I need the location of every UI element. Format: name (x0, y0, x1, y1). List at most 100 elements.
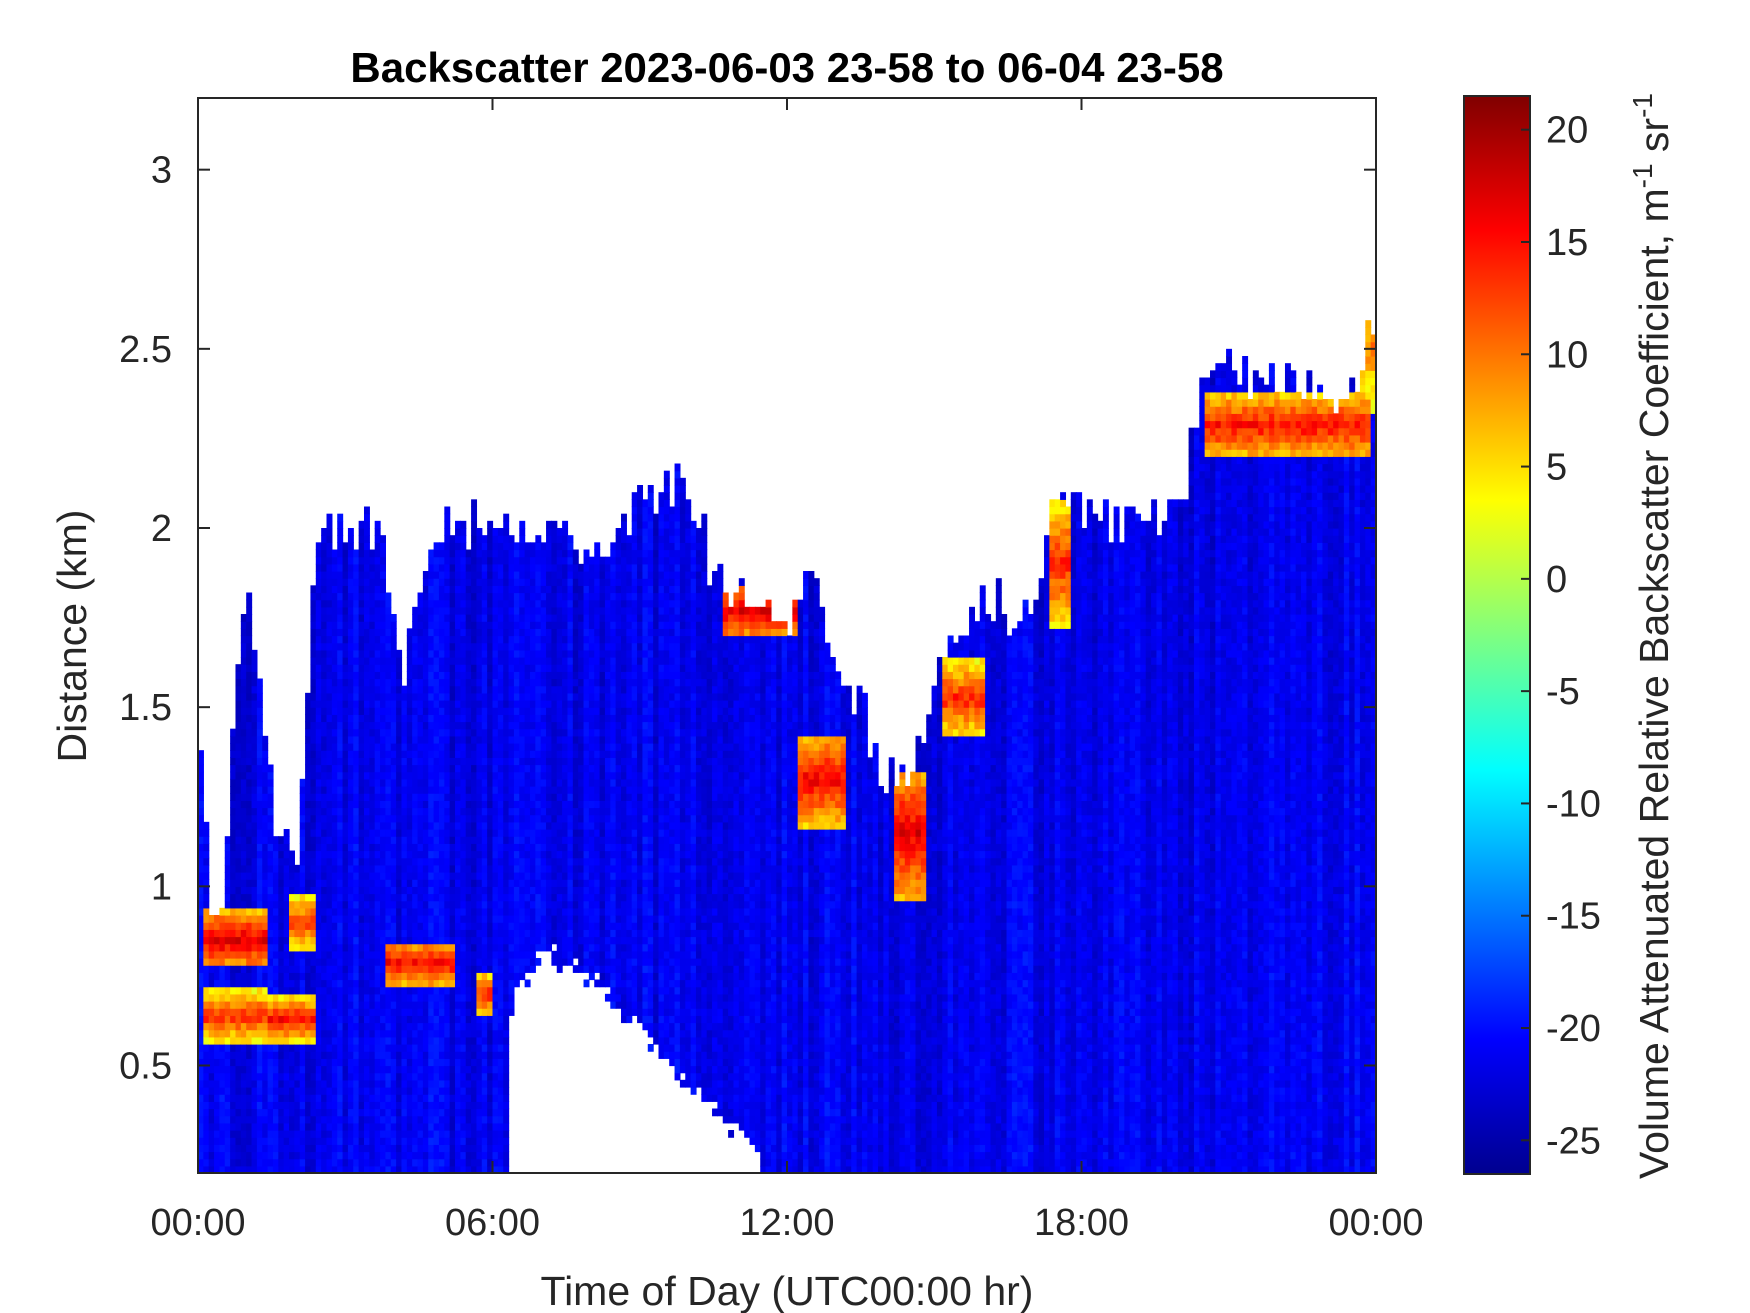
heatmap-cell (481, 993, 488, 1002)
heatmap-cell (358, 807, 365, 816)
heatmap-cell (342, 843, 349, 852)
heatmap-cell (358, 635, 365, 644)
heatmap-cell (449, 750, 456, 758)
heatmap-cell (363, 857, 370, 866)
heatmap-cell (358, 614, 365, 622)
heatmap-cell (406, 728, 413, 737)
heatmap-cell (198, 821, 204, 830)
heatmap-cell (246, 965, 253, 973)
heatmap-cell (203, 872, 210, 880)
heatmap-cell (299, 900, 306, 909)
heatmap-cell (535, 563, 542, 572)
heatmap-cell (198, 764, 204, 773)
heatmap-cell (369, 979, 376, 988)
heatmap-cell (374, 628, 381, 637)
heatmap-cell (251, 743, 258, 751)
heatmap-cell (353, 778, 360, 787)
heatmap-cell (353, 592, 360, 601)
heatmap-cell (529, 807, 536, 816)
heatmap-cell (380, 728, 386, 737)
heatmap-cell (246, 786, 253, 794)
heatmap-cell (492, 535, 499, 543)
heatmap-cell (481, 757, 488, 766)
heatmap-cell (358, 886, 365, 895)
heatmap-cell (519, 542, 526, 551)
heatmap-cell (524, 907, 531, 916)
heatmap-cell (492, 907, 499, 916)
heatmap-cell (363, 1087, 370, 1095)
heatmap-cell (272, 879, 279, 887)
heatmap-cell (283, 943, 290, 952)
heatmap-cell (374, 657, 381, 665)
heatmap-cell (337, 1115, 344, 1124)
heatmap-cell (396, 1137, 403, 1145)
heatmap-cell (422, 922, 429, 930)
heatmap-cell (492, 929, 499, 938)
heatmap-cell (267, 1094, 274, 1102)
heatmap-cell (337, 907, 344, 916)
heatmap-cell (524, 950, 531, 959)
heatmap-cell (428, 735, 435, 744)
heatmap-cell (321, 1072, 328, 1081)
heatmap-cell (508, 642, 515, 651)
heatmap-cell (310, 843, 317, 852)
heatmap-cell (283, 1036, 290, 1045)
heatmap-cell (310, 1015, 317, 1024)
heatmap-cell (380, 1094, 386, 1102)
heatmap-cell (342, 893, 349, 902)
heatmap-cell (487, 528, 494, 536)
heatmap-cell (283, 1165, 290, 1173)
heatmap-cell (471, 592, 478, 601)
heatmap-cell (305, 735, 312, 744)
heatmap-cell (272, 1151, 279, 1160)
heatmap-cell (251, 807, 258, 816)
heatmap-cell (471, 943, 478, 952)
heatmap-cell (326, 800, 333, 809)
heatmap-cell (380, 986, 386, 995)
heatmap-cell (508, 628, 515, 637)
heatmap-cell (481, 535, 488, 543)
heatmap-cell (230, 807, 237, 816)
heatmap-cell (262, 829, 269, 837)
heatmap-cell (546, 542, 552, 551)
heatmap-cell (455, 678, 461, 687)
heatmap-cell (417, 700, 424, 708)
heatmap-cell (278, 1165, 285, 1173)
heatmap-cell (240, 628, 247, 637)
heatmap-cell (422, 958, 429, 966)
heatmap-cell (321, 1087, 328, 1095)
heatmap-cell (262, 1122, 269, 1131)
heatmap-cell (315, 1036, 322, 1045)
heatmap-cell (503, 707, 510, 715)
heatmap-cell (556, 743, 563, 751)
heatmap-cell (315, 1058, 322, 1067)
heatmap-cell (524, 728, 531, 737)
heatmap-cell (326, 807, 333, 816)
heatmap-cell (390, 1144, 397, 1153)
heatmap-cell (246, 850, 253, 859)
heatmap-cell (513, 821, 520, 830)
heatmap-cell (422, 606, 429, 615)
heatmap-cell (374, 1101, 381, 1110)
heatmap-cell (438, 642, 445, 651)
heatmap-cell (353, 1015, 360, 1024)
heatmap-cell (444, 685, 451, 694)
heatmap-cell (240, 1165, 247, 1173)
heatmap-cell (497, 728, 504, 737)
heatmap-cell (203, 915, 210, 923)
heatmap-cell (465, 836, 472, 844)
heatmap-cell (428, 671, 435, 680)
heatmap-cell (433, 850, 440, 859)
heatmap-cell (481, 628, 488, 637)
heatmap-cell (465, 764, 472, 773)
heatmap-cell (235, 1058, 242, 1067)
heatmap-cell (240, 764, 247, 773)
heatmap-cell (412, 915, 419, 923)
heatmap-cell (422, 907, 429, 916)
heatmap-cell (449, 864, 456, 873)
heatmap-cell (492, 685, 499, 694)
heatmap-cell (305, 700, 312, 708)
heatmap-cell (235, 786, 242, 794)
heatmap-cell (358, 836, 365, 844)
heatmap-cell (519, 678, 526, 687)
